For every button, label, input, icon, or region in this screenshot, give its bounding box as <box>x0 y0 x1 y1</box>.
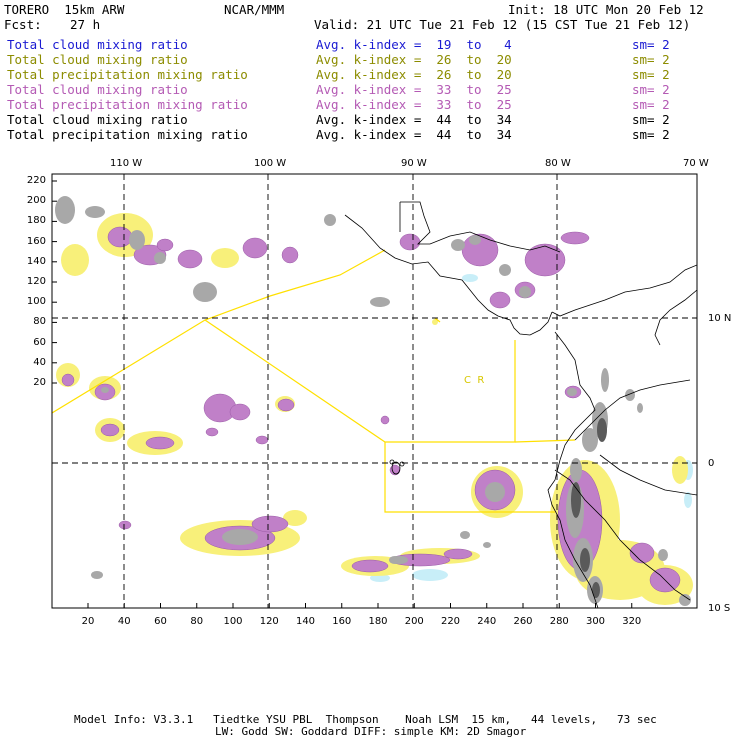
y-tick-label: 180 <box>26 215 46 227</box>
lat-label: 10 N <box>708 313 732 324</box>
init-time: Init: 18 UTC Mon 20 Feb 12 <box>508 2 704 17</box>
x-tick-label: 40 <box>117 616 131 627</box>
legend-field: Total cloud mixing ratio <box>7 52 188 67</box>
map-frame <box>51 173 698 609</box>
axis-ticks <box>52 180 633 608</box>
fcst-label: Fcst: <box>4 17 42 32</box>
x-tick-label: 80 <box>190 616 204 627</box>
x-tick-label: 120 <box>259 616 279 627</box>
legend-sm: sm= 2 <box>632 37 670 52</box>
latlon-grid <box>52 174 697 608</box>
legend-kindex: Avg. k-index = 33 to 25 <box>316 82 512 97</box>
center-name: NCAR/MMM <box>224 2 285 17</box>
legend-field: Total precipitation mixing ratio <box>7 67 248 82</box>
x-tick-label: 180 <box>368 616 388 627</box>
legend-sm: sm= 2 <box>632 52 670 67</box>
y-tick-label: 80 <box>33 316 46 328</box>
legend-sm: sm= 2 <box>632 112 670 127</box>
legend-sm: sm= 2 <box>632 97 670 112</box>
lat-label: 0 <box>708 458 715 469</box>
x-tick-label: 300 <box>585 616 606 627</box>
legend-sm: sm= 2 <box>632 67 670 82</box>
x-tick-label: 200 <box>404 616 424 627</box>
footer-model-info: Model Info: V3.3.1 Tiedtke YSU PBL Thomp… <box>74 713 657 726</box>
y-tick-label: 120 <box>26 276 46 287</box>
x-tick-label: 140 <box>295 616 316 627</box>
x-tick-label: 160 <box>332 616 352 627</box>
x-tick-label: 280 <box>549 616 569 627</box>
lon-label: 80 W <box>545 158 571 169</box>
lon-label: 110 W <box>110 158 143 169</box>
x-tick-label: 20 <box>81 616 95 627</box>
region-boundaries <box>52 249 576 513</box>
cloud-purple-layer <box>61 226 681 593</box>
legend-field: Total cloud mixing ratio <box>7 37 188 52</box>
legend-kindex: Avg. k-index = 19 to 4 <box>316 37 512 52</box>
legend-field: Total precipitation mixing ratio <box>7 97 248 112</box>
y-tick-label: 200 <box>26 195 46 207</box>
cloud-grey-layer <box>55 196 691 606</box>
x-tick-label: 100 <box>223 616 243 627</box>
y-tick-label: 100 <box>26 296 46 308</box>
coastlines <box>344 201 697 608</box>
legend-kindex: Avg. k-index = 26 to 20 <box>316 52 512 67</box>
valid-time: Valid: 21 UTC Tue 21 Feb 12 (15 CST Tue … <box>314 17 691 32</box>
y-tick-label: 160 <box>26 235 46 247</box>
lon-label: 90 W <box>401 158 427 169</box>
lon-label: 100 W <box>254 158 287 169</box>
x-tick-label: 60 <box>154 616 167 627</box>
legend-field: Total cloud mixing ratio <box>7 82 188 97</box>
y-tick-label: 20 <box>33 377 46 388</box>
fcst-value: 27 h <box>70 17 101 32</box>
x-tick-label: 240 <box>477 616 497 627</box>
legend-field: Total cloud mixing ratio <box>7 112 188 127</box>
legend-kindex: Avg. k-index = 44 to 34 <box>316 112 512 127</box>
x-tick-label: 220 <box>440 616 461 627</box>
lat-label: 10 S <box>708 603 731 614</box>
region-label: C R <box>464 375 485 386</box>
y-tick-label: 40 <box>33 356 46 368</box>
y-tick-label: 60 <box>33 336 46 348</box>
legend-kindex: Avg. k-index = 26 to 20 <box>316 67 512 82</box>
legend-sm: sm= 2 <box>632 82 670 97</box>
lon-label: 70 W <box>683 158 709 169</box>
legend-sm: sm= 2 <box>632 127 670 142</box>
y-tick-label: 140 <box>26 255 46 267</box>
legend-kindex: Avg. k-index = 33 to 25 <box>316 97 512 112</box>
x-tick-label: 260 <box>513 616 533 627</box>
footer-physics-info: LW: Godd SW: Goddard DIFF: simple KM: 2D… <box>215 725 527 738</box>
cloud-blue-layer <box>370 274 693 582</box>
legend-kindex: Avg. k-index = 44 to 34 <box>316 127 512 142</box>
model-title: TORERO 15km ARW <box>4 2 125 17</box>
x-tick-label: 320 <box>622 616 642 627</box>
legend-field: Total precipitation mixing ratio <box>7 127 248 142</box>
y-tick-label: 220 <box>26 175 46 186</box>
